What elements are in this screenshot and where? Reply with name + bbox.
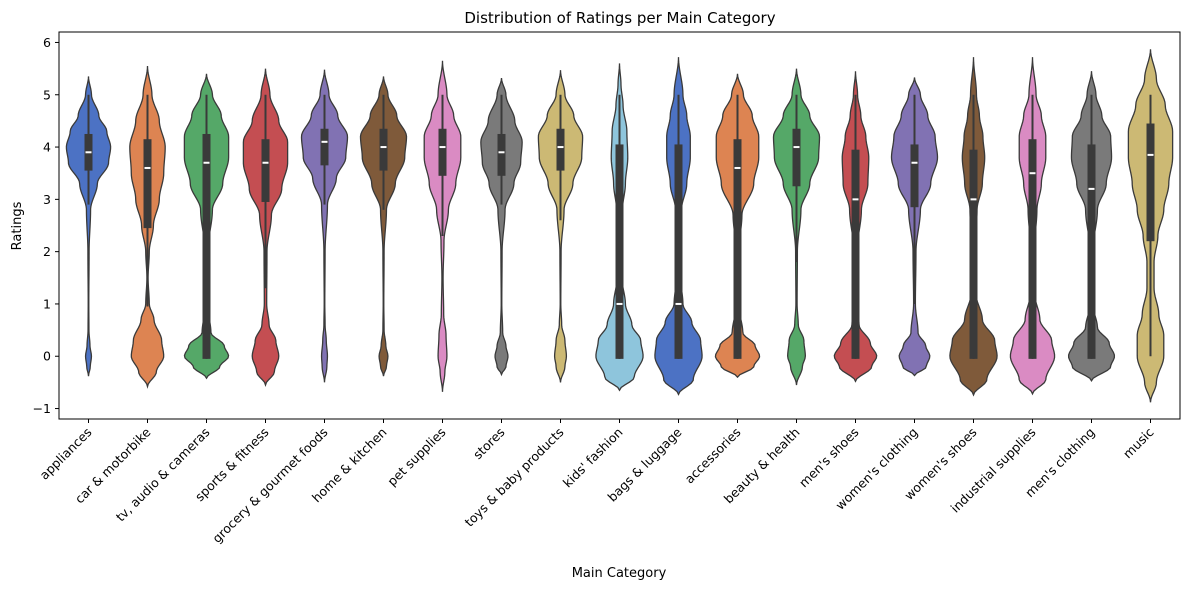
violin-13 bbox=[833, 71, 878, 383]
violin-1 bbox=[129, 65, 166, 389]
violin-9 bbox=[595, 63, 644, 392]
violin-12 bbox=[772, 68, 821, 386]
iqr-box bbox=[143, 139, 152, 229]
iqr-box bbox=[733, 139, 742, 359]
iqr-box bbox=[261, 139, 270, 202]
iqr-box bbox=[615, 144, 624, 359]
violins bbox=[65, 49, 1174, 403]
violin-3 bbox=[242, 68, 289, 387]
chart-title: Distribution of Ratings per Main Categor… bbox=[464, 9, 775, 27]
y-tick-label: 6 bbox=[43, 35, 51, 50]
iqr-box bbox=[556, 128, 565, 171]
violin-5 bbox=[359, 76, 408, 377]
y-tick-label: 3 bbox=[43, 192, 51, 207]
violin-body bbox=[65, 76, 112, 377]
violin-15 bbox=[949, 57, 998, 397]
iqr-box bbox=[910, 144, 919, 208]
violin-body bbox=[359, 76, 408, 377]
iqr-box bbox=[1028, 139, 1037, 359]
iqr-box bbox=[851, 149, 860, 359]
violin-10 bbox=[654, 57, 703, 396]
iqr-box bbox=[1087, 144, 1096, 359]
y-axis-title: Ratings bbox=[10, 201, 25, 250]
y-tick-label: 0 bbox=[43, 349, 51, 364]
x-axis-title: Main Category bbox=[572, 566, 667, 581]
y-tick-label: 4 bbox=[43, 140, 51, 155]
violin-body bbox=[537, 70, 584, 383]
iqr-box bbox=[202, 133, 211, 359]
iqr-box bbox=[379, 128, 388, 171]
y-tick-label: −1 bbox=[33, 401, 51, 416]
violin-8 bbox=[537, 70, 584, 383]
iqr-box bbox=[497, 133, 506, 176]
violin-2 bbox=[183, 73, 230, 380]
violin-0 bbox=[65, 76, 112, 377]
violin-body bbox=[480, 77, 523, 377]
iqr-box bbox=[792, 128, 801, 187]
y-tick-label: 2 bbox=[43, 244, 51, 259]
violin-18 bbox=[1127, 49, 1174, 403]
y-tick-label: 5 bbox=[43, 87, 51, 102]
iqr-box bbox=[1146, 123, 1155, 242]
violin-11 bbox=[714, 73, 761, 379]
iqr-box bbox=[969, 149, 978, 359]
violin-17 bbox=[1067, 71, 1116, 383]
violin-16 bbox=[1009, 57, 1056, 396]
violin-6 bbox=[423, 60, 462, 392]
violin-7 bbox=[480, 77, 523, 377]
iqr-box bbox=[674, 144, 683, 359]
iqr-box bbox=[438, 128, 447, 176]
plot-frame bbox=[58, 31, 1181, 420]
y-axis: −1 0 1 2 3 4 5 6 bbox=[33, 35, 59, 416]
violin-14 bbox=[890, 77, 939, 377]
violin-4 bbox=[300, 69, 349, 383]
y-tick-label: 1 bbox=[43, 296, 51, 311]
violin-body bbox=[300, 69, 349, 383]
iqr-box bbox=[320, 128, 329, 166]
